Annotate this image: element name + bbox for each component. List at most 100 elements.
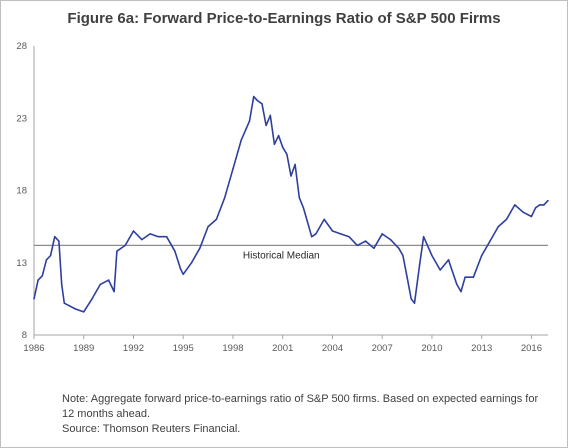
data-point bbox=[547, 199, 549, 202]
data-point bbox=[240, 139, 242, 141]
x-tick-label: 2007 bbox=[372, 343, 393, 354]
data-point bbox=[66, 303, 68, 306]
data-point bbox=[157, 236, 160, 238]
data-point bbox=[116, 250, 118, 252]
data-point bbox=[199, 247, 201, 249]
data-point bbox=[323, 218, 325, 221]
data-point bbox=[261, 103, 263, 105]
data-point bbox=[302, 207, 305, 209]
data-point bbox=[41, 275, 43, 277]
data-point bbox=[83, 311, 85, 313]
x-tick-label: 1986 bbox=[23, 343, 44, 354]
y-axis-ticks: 8 13 18 23 28 bbox=[16, 41, 27, 341]
data-point bbox=[99, 283, 102, 286]
data-point bbox=[311, 236, 313, 238]
data-point bbox=[58, 240, 60, 242]
data-point bbox=[141, 238, 143, 241]
data-point bbox=[277, 134, 280, 137]
x-tick-label: 2010 bbox=[421, 343, 442, 354]
data-point bbox=[132, 230, 135, 232]
data-point bbox=[534, 207, 537, 209]
data-point bbox=[286, 153, 288, 156]
y-tick-label: 13 bbox=[16, 258, 27, 269]
data-point bbox=[480, 254, 483, 257]
data-point bbox=[49, 254, 52, 257]
data-point bbox=[37, 279, 39, 281]
data-point bbox=[418, 264, 421, 267]
data-point bbox=[439, 269, 441, 271]
y-tick-label: 23 bbox=[16, 113, 27, 124]
data-point bbox=[107, 279, 110, 281]
data-point bbox=[402, 254, 404, 257]
data-point bbox=[381, 233, 383, 235]
x-tick-label: 1998 bbox=[222, 343, 243, 354]
chart-note: Note: Aggregate forward price-to-earning… bbox=[62, 393, 539, 420]
data-point bbox=[33, 298, 35, 300]
x-tick-label: 2001 bbox=[272, 343, 293, 354]
data-point bbox=[63, 302, 66, 304]
data-point bbox=[331, 230, 334, 232]
data-point bbox=[413, 302, 416, 304]
data-point bbox=[179, 267, 182, 270]
data-point bbox=[539, 204, 541, 206]
y-tick-label: 28 bbox=[16, 41, 27, 52]
data-point bbox=[373, 247, 375, 249]
y-tick-label: 8 bbox=[22, 330, 27, 341]
data-point bbox=[422, 236, 425, 238]
data-point bbox=[340, 233, 342, 235]
data-point bbox=[91, 298, 93, 300]
data-point bbox=[149, 233, 151, 235]
data-point bbox=[290, 175, 292, 177]
data-point bbox=[543, 204, 545, 206]
data-point bbox=[257, 100, 259, 102]
data-point bbox=[364, 240, 367, 242]
data-point bbox=[514, 204, 516, 206]
data-point bbox=[298, 197, 300, 199]
data-point bbox=[472, 276, 475, 278]
chart-source: Source: Thomson Reuters Financial. bbox=[62, 423, 241, 435]
x-tick-label: 1989 bbox=[73, 343, 94, 354]
data-point bbox=[406, 276, 408, 278]
data-point bbox=[265, 124, 267, 127]
pe-ratio-series-line bbox=[33, 95, 549, 313]
pe-ratio-series-points bbox=[33, 95, 549, 313]
data-point bbox=[530, 215, 533, 218]
data-point bbox=[489, 240, 491, 242]
data-point bbox=[165, 236, 168, 238]
chart-title: Figure 6a: Forward Price-to-Earnings Rat… bbox=[67, 10, 501, 27]
data-point bbox=[182, 273, 184, 276]
data-point bbox=[398, 247, 400, 249]
data-point bbox=[223, 197, 226, 199]
data-point bbox=[174, 250, 176, 252]
data-point bbox=[356, 244, 359, 247]
data-point bbox=[282, 146, 284, 148]
data-point bbox=[113, 290, 115, 293]
data-point bbox=[45, 259, 48, 261]
data-point bbox=[273, 143, 276, 145]
data-point bbox=[60, 283, 63, 286]
x-tick-label: 2013 bbox=[471, 343, 492, 354]
data-point bbox=[269, 114, 271, 117]
data-point bbox=[464, 276, 466, 278]
data-point bbox=[215, 218, 218, 221]
data-point bbox=[447, 259, 450, 261]
y-tick-label: 18 bbox=[16, 186, 27, 197]
data-point bbox=[505, 218, 508, 221]
data-point bbox=[389, 238, 392, 241]
data-point bbox=[460, 290, 462, 293]
data-point bbox=[252, 95, 255, 98]
data-point bbox=[124, 244, 126, 247]
data-point bbox=[456, 283, 458, 286]
data-point bbox=[348, 236, 350, 238]
data-point bbox=[232, 168, 234, 170]
data-point bbox=[294, 163, 296, 166]
x-tick-label: 2004 bbox=[322, 343, 343, 354]
data-point bbox=[522, 211, 524, 213]
data-point bbox=[431, 254, 433, 257]
data-point bbox=[207, 225, 209, 228]
x-tick-label: 1995 bbox=[173, 343, 194, 354]
x-tick-label: 2016 bbox=[521, 343, 542, 354]
data-point bbox=[410, 298, 412, 300]
data-point bbox=[497, 225, 499, 228]
